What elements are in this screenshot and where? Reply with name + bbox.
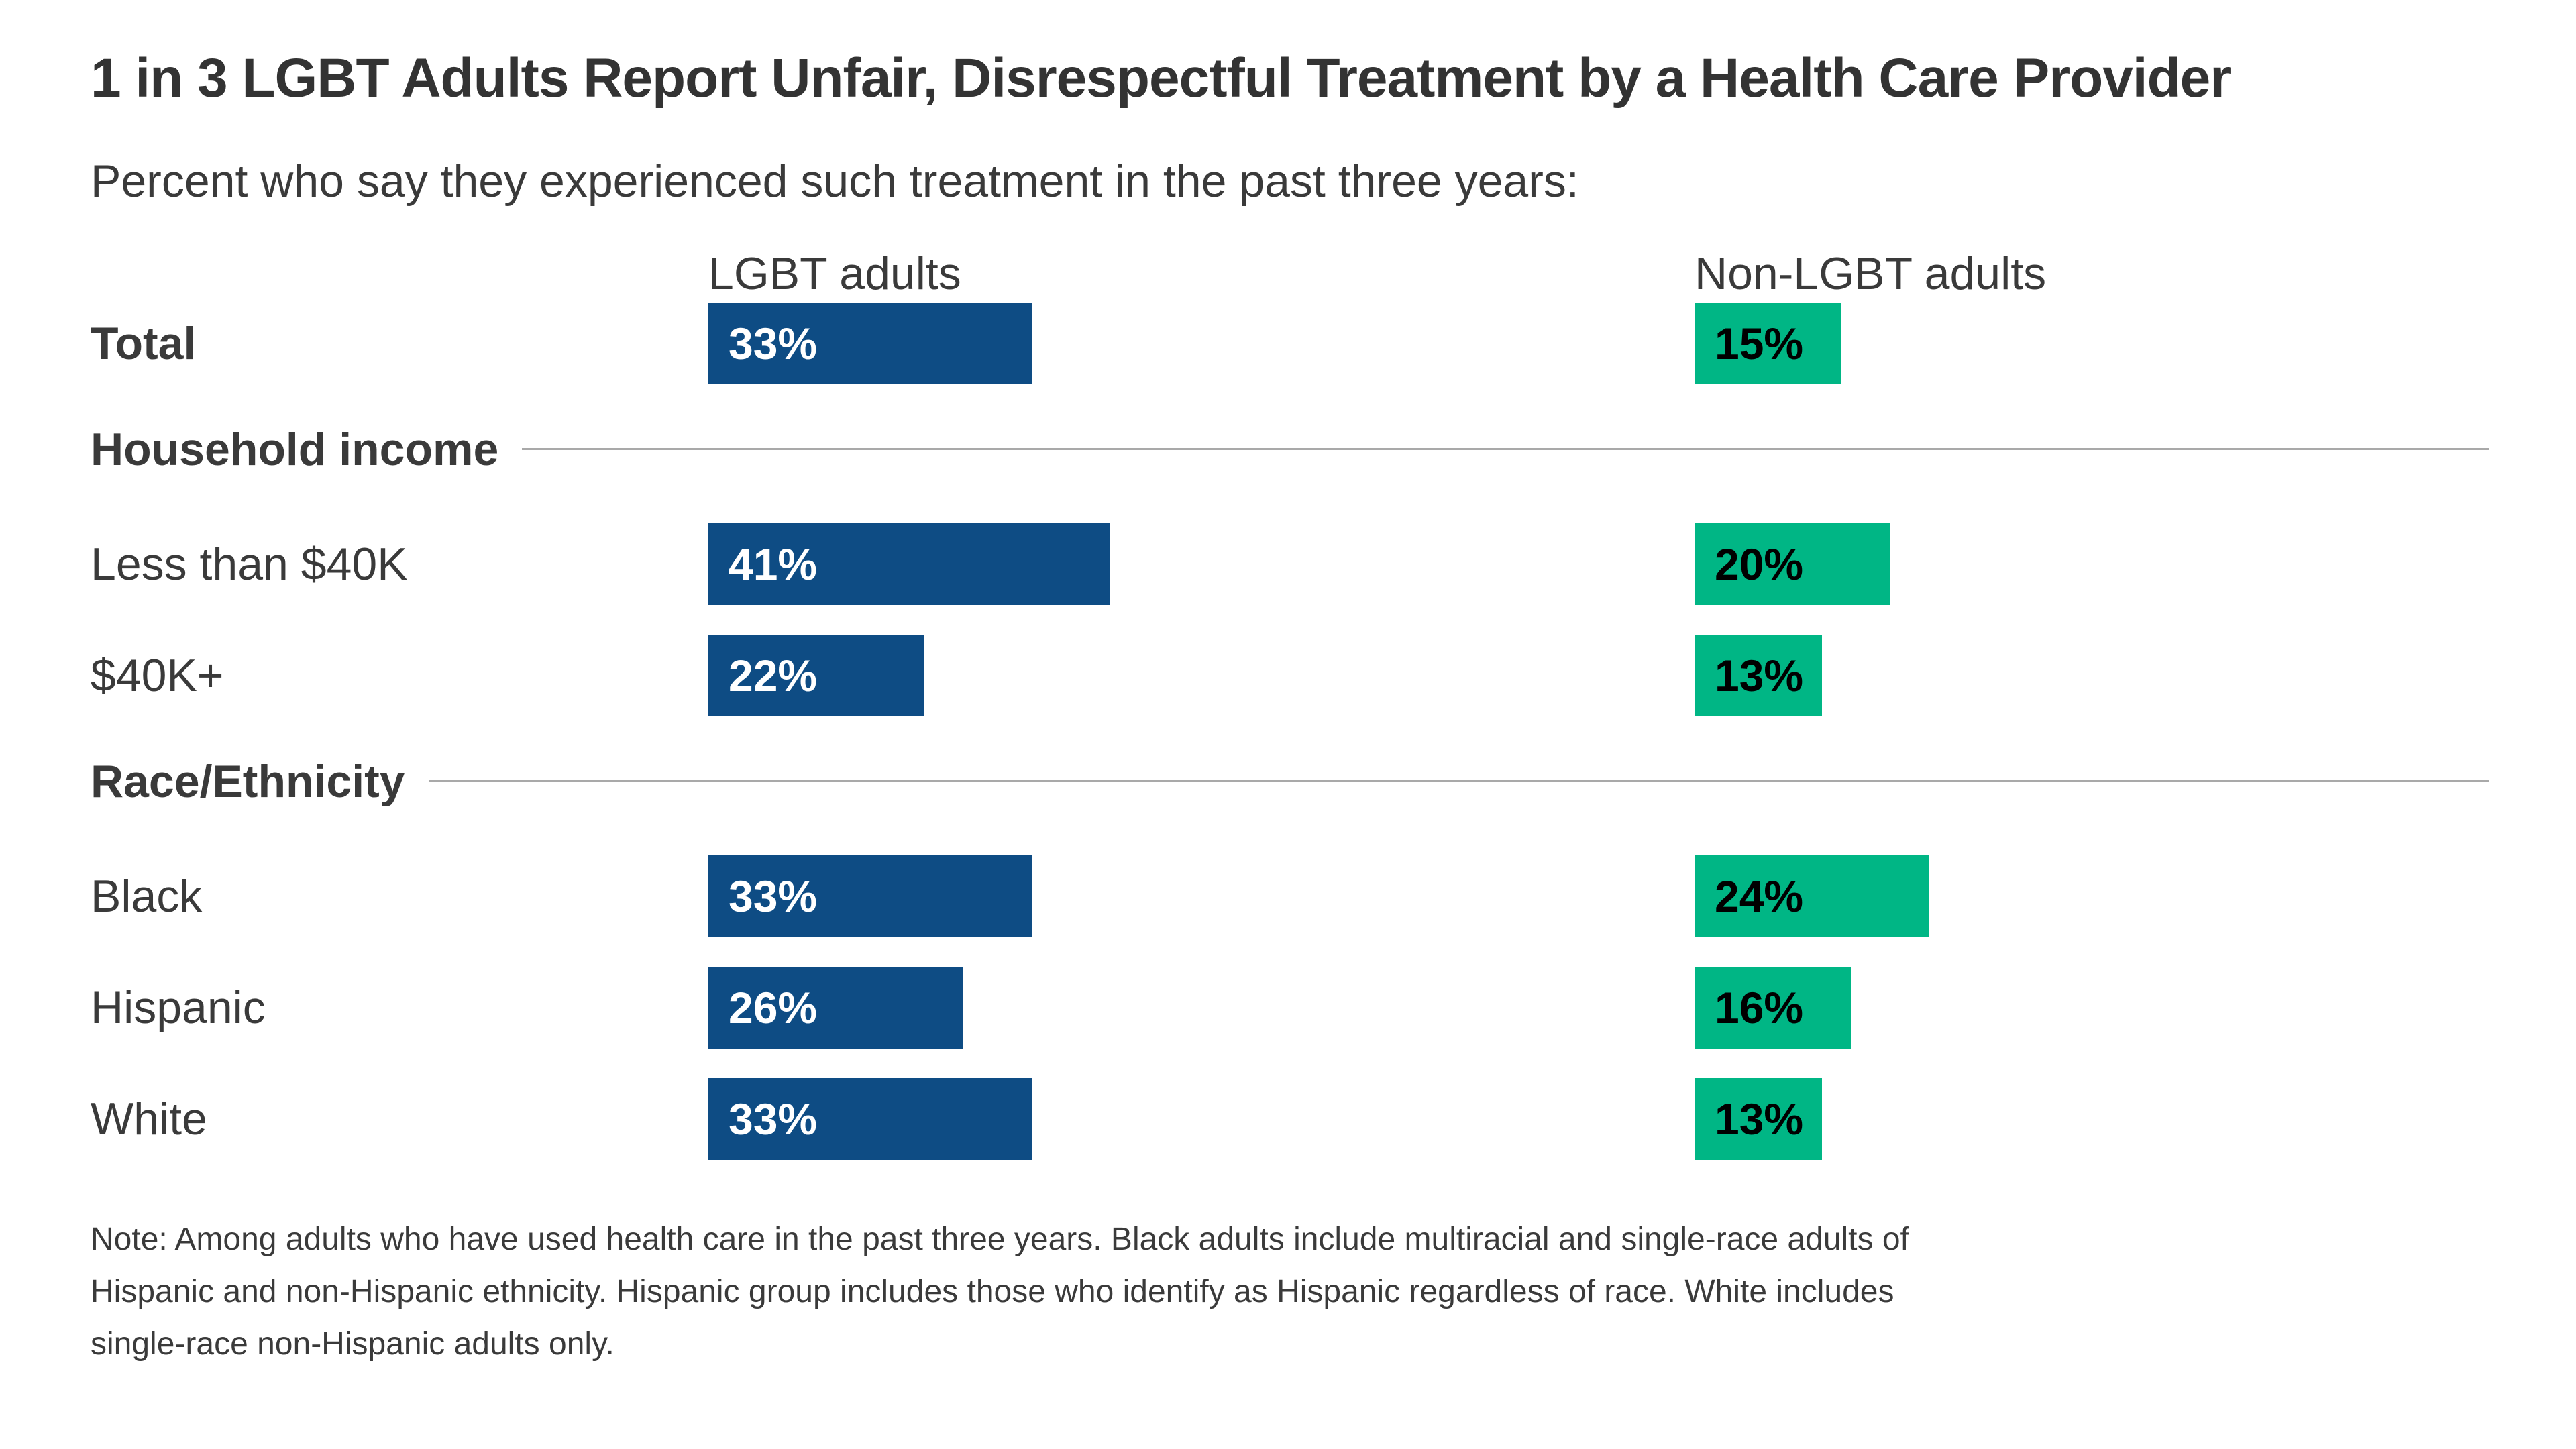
category-row: Hispanic 26% 16% — [91, 967, 2489, 1049]
column-header-lgbt: LGBT adults — [708, 248, 961, 299]
non-lgbt-bar: 24% — [1695, 855, 1929, 937]
non-lgbt-bar: 15% — [1695, 303, 1841, 384]
section-row: Household income — [91, 414, 2489, 484]
non-lgbt-bar-value: 15% — [1715, 319, 1804, 368]
category-row: White 33% 13% — [91, 1078, 2489, 1160]
lgbt-bar-value: 26% — [729, 983, 818, 1032]
lgbt-bar: 33% — [708, 1078, 1032, 1160]
non-lgbt-bar: 20% — [1695, 523, 1890, 605]
lgbt-bar-value: 41% — [729, 539, 818, 589]
category-row: Less than $40K 41% 20% — [91, 523, 2489, 605]
chart-note-line: Note: Among adults who have used health … — [91, 1222, 1909, 1257]
non-lgbt-bar-value: 20% — [1715, 539, 1804, 589]
category-row: Total 33% 15% — [91, 303, 2489, 384]
lgbt-bar: 33% — [708, 855, 1032, 937]
lgbt-bar-value: 33% — [729, 1094, 818, 1144]
lgbt-bar-value: 33% — [729, 871, 818, 921]
category-label: Less than $40K — [91, 539, 408, 590]
lgbt-bar: 41% — [708, 523, 1110, 605]
non-lgbt-bar: 16% — [1695, 967, 1851, 1049]
chart-note-line: single-race non-Hispanic adults only. — [91, 1326, 614, 1362]
lgbt-bar: 22% — [708, 635, 924, 716]
category-label: Black — [91, 871, 203, 922]
lgbt-bar: 26% — [708, 967, 963, 1049]
category-label: White — [91, 1093, 207, 1144]
non-lgbt-bar: 13% — [1695, 1078, 1822, 1160]
page-subtitle: Percent who say they experienced such tr… — [91, 156, 1579, 207]
section-divider-line — [522, 448, 2489, 450]
chart-note: Note: Among adults who have used health … — [91, 1214, 2489, 1371]
non-lgbt-bar-value: 16% — [1715, 983, 1804, 1032]
section-label: Race/Ethnicity — [91, 755, 405, 807]
column-header-non-lgbt: Non-LGBT adults — [1695, 248, 2047, 299]
non-lgbt-bar-value: 24% — [1715, 871, 1804, 921]
lgbt-bar: 33% — [708, 303, 1032, 384]
column-headers-row: LGBT adults Non-LGBT adults — [91, 245, 2489, 303]
non-lgbt-bar-value: 13% — [1715, 1094, 1804, 1144]
section-row: Race/Ethnicity — [91, 746, 2489, 816]
lgbt-bar-value: 22% — [729, 651, 818, 700]
section-label: Household income — [91, 423, 499, 475]
page-title: 1 in 3 LGBT Adults Report Unfair, Disres… — [91, 48, 2231, 109]
chart-note-line: Hispanic and non-Hispanic ethnicity. His… — [91, 1274, 1894, 1309]
category-label: $40K+ — [91, 650, 224, 701]
non-lgbt-bar: 13% — [1695, 635, 1822, 716]
category-label: Total — [91, 318, 197, 369]
bar-chart: Total 33% 15% Household income Less than $40… — [91, 303, 2489, 1160]
non-lgbt-bar-value: 13% — [1715, 651, 1804, 700]
lgbt-bar-value: 33% — [729, 319, 818, 368]
category-row: Black 33% 24% — [91, 855, 2489, 937]
section-divider-line — [428, 780, 2489, 782]
category-label: Hispanic — [91, 982, 266, 1033]
category-row: $40K+ 22% 13% — [91, 635, 2489, 716]
